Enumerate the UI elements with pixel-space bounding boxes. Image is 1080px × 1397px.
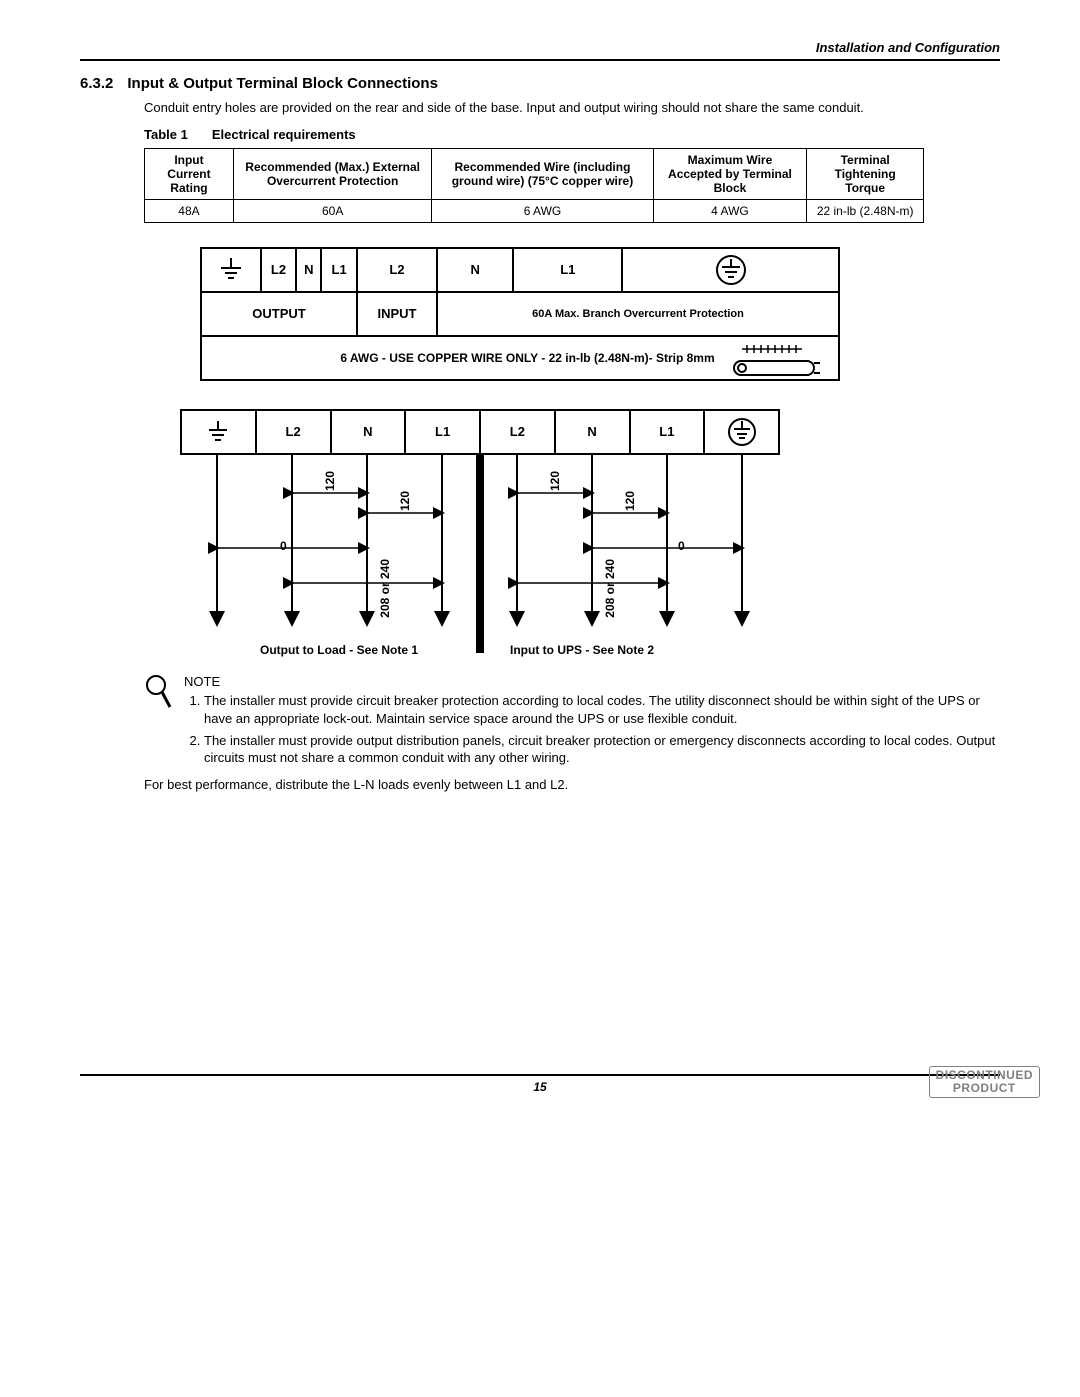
col-header: Input Current Rating (145, 148, 234, 199)
running-header: Installation and Configuration (80, 40, 1000, 55)
ground-icon (181, 410, 256, 454)
col-header: Recommended (Max.) External Overcurrent … (233, 148, 431, 199)
discontinued-stamp: DISCONTINUED PRODUCT (929, 1066, 1040, 1098)
terminal-label: N (296, 248, 321, 292)
ground-icon (201, 248, 261, 292)
section-heading: 6.3.2 Input & Output Terminal Block Conne… (80, 75, 1000, 92)
voltage-208-240: 208 or 240 (378, 559, 392, 618)
ground-circle-icon (704, 410, 779, 454)
voltage-120: 120 (548, 471, 562, 491)
page-number: 15 (80, 1080, 1000, 1094)
voltage-0: 0 (280, 539, 287, 553)
note-block: NOTE The installer must provide circuit … (144, 673, 1000, 771)
terminal-label: N (331, 410, 406, 454)
output-note-label: Output to Load - See Note 1 (260, 643, 418, 657)
note-item: The installer must provide output distri… (204, 732, 1000, 767)
terminal-block-diagram: L2 N L1 L2 N L1 OUTPUT INPUT 60A Max. Br… (200, 247, 840, 381)
output-section-label: OUTPUT (201, 292, 357, 336)
rule-top (80, 59, 1000, 61)
table-id: Table 1 (144, 127, 188, 142)
table-caption: Table 1 Electrical requirements (144, 127, 1000, 142)
col-header: Terminal Tightening Torque (807, 148, 924, 199)
branch-protection-label: 60A Max. Branch Overcurrent Protection (437, 292, 839, 336)
table-cell: 22 in-lb (2.48N-m) (807, 199, 924, 222)
terminal-label: N (555, 410, 630, 454)
stamp-line1: DISCONTINUED (936, 1069, 1033, 1082)
terminal-label: L2 (256, 410, 331, 454)
terminal-label: L2 (480, 410, 555, 454)
col-header: Recommended Wire (including ground wire)… (432, 148, 653, 199)
note-title: NOTE (184, 673, 1000, 691)
voltage-120: 120 (398, 491, 412, 511)
col-header: Maximum Wire Accepted by Terminal Block (653, 148, 807, 199)
electrical-requirements-table: Input Current Rating Recommended (Max.) … (144, 148, 924, 223)
table-cell: 48A (145, 199, 234, 222)
section-intro: Conduit entry holes are provided on the … (144, 100, 1000, 117)
wire-spec-note: 6 AWG - USE COPPER WIRE ONLY - 22 in-lb … (340, 351, 714, 365)
ground-circle-icon (622, 248, 839, 292)
table-cell: 4 AWG (653, 199, 807, 222)
voltage-0: 0 (678, 539, 685, 553)
table-cell: 6 AWG (432, 199, 653, 222)
note-item: The installer must provide circuit break… (204, 692, 1000, 727)
terminal-label: L2 (357, 248, 437, 292)
terminal-label: L1 (321, 248, 357, 292)
terminal-label: L1 (630, 410, 705, 454)
magnifier-icon (144, 673, 172, 771)
note-tail: For best performance, distribute the L-N… (144, 777, 1000, 794)
table-title: Electrical requirements (212, 127, 356, 142)
input-note-label: Input to UPS - See Note 2 (510, 643, 654, 657)
terminal-label: L2 (261, 248, 297, 292)
terminal-label: L1 (513, 248, 622, 292)
table-cell: 60A (233, 199, 431, 222)
page-footer: 15 DISCONTINUED PRODUCT (80, 1074, 1000, 1094)
section-number: 6.3.2 (80, 75, 113, 92)
voltage-208-240: 208 or 240 (603, 559, 617, 618)
voltage-120: 120 (323, 471, 337, 491)
rule-bottom (80, 1074, 1000, 1076)
terminal-label: L1 (405, 410, 480, 454)
section-title-text: Input & Output Terminal Block Connection… (127, 75, 438, 92)
strip-gauge-icon (732, 343, 822, 382)
input-section-label: INPUT (357, 292, 437, 336)
wiring-diagram: L2 N L1 L2 N L1 (180, 409, 1000, 663)
voltage-120: 120 (623, 491, 637, 511)
terminal-label: N (437, 248, 513, 292)
stamp-line2: PRODUCT (936, 1082, 1033, 1095)
